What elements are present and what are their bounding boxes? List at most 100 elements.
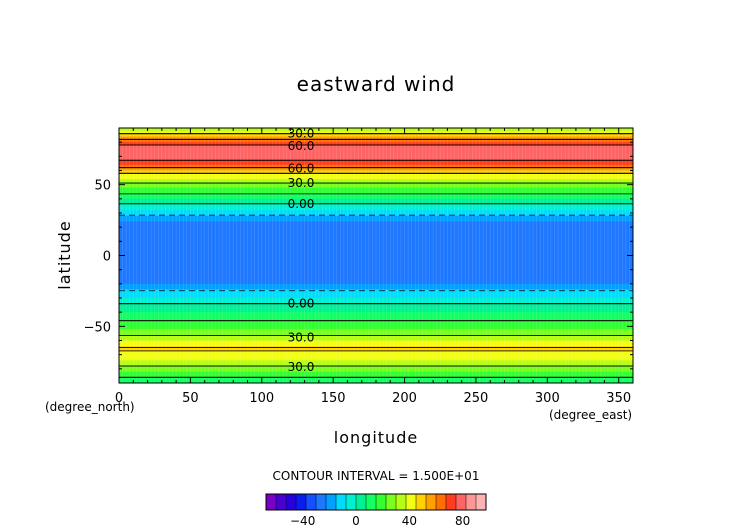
x-tick-label: 250: [464, 391, 489, 406]
field-band: [119, 173, 633, 177]
field-band: [119, 170, 633, 174]
colorbar-swatch: [456, 494, 467, 510]
field-band: [119, 196, 633, 200]
field-band: [119, 139, 633, 143]
colorbar-swatch: [426, 494, 437, 510]
x-axis: 0 50 100 150 200 250 300 350: [115, 128, 631, 406]
colorbar-swatch: [366, 494, 377, 510]
field-band: [119, 235, 633, 240]
field-band: [119, 286, 633, 291]
field-band: [119, 317, 633, 322]
field-band: [119, 133, 633, 138]
field-band: [119, 176, 633, 180]
field-band: [119, 159, 633, 163]
field-band: [119, 221, 633, 225]
colorbar-swatch: [446, 494, 457, 510]
x-unit-label: (degree_east): [549, 408, 632, 422]
field-band: [119, 377, 633, 381]
field-band: [119, 312, 633, 316]
x-axis-label: longitude: [334, 428, 418, 447]
field-band: [119, 298, 633, 302]
field-band: [119, 272, 633, 276]
field-band: [119, 147, 633, 152]
field-band: [119, 227, 633, 231]
field-band: [119, 142, 633, 146]
field-band: [119, 326, 633, 330]
field-band: [119, 340, 633, 344]
x-tick-label: 300: [535, 391, 560, 406]
field-band: [119, 266, 633, 271]
colorbar-tick-label: 0: [352, 514, 360, 528]
field-band: [119, 334, 633, 339]
colorbar-swatch: [436, 494, 447, 510]
field-band: [119, 207, 633, 211]
longitude-grid: [119, 128, 633, 383]
field-band: [119, 315, 633, 319]
contour-label: 30.0: [288, 126, 315, 140]
field-band: [119, 351, 633, 356]
contour-label: 0.00: [288, 197, 315, 211]
field-band: [119, 371, 633, 376]
field-band: [119, 343, 633, 347]
field-band: [119, 300, 633, 305]
field-band: [119, 179, 633, 183]
y-tick-label: 0: [103, 250, 111, 265]
colorbar-swatch: [406, 494, 417, 510]
field-band: [119, 193, 633, 197]
field-band: [119, 374, 633, 378]
contour-label: 30.0: [288, 360, 315, 374]
field-band: [119, 232, 633, 237]
field-band: [119, 281, 633, 285]
contour-label: 30.0: [288, 176, 315, 190]
colorbar-swatch: [346, 494, 357, 510]
colorbar-swatch: [276, 494, 287, 510]
x-tick-label: 100: [249, 391, 274, 406]
colorbar-swatch: [396, 494, 407, 510]
field-band: [119, 164, 633, 169]
colorbar-swatch: [386, 494, 397, 510]
field-band: [119, 323, 633, 327]
contour-label: 0.00: [288, 296, 315, 310]
colorbar: −40 0 40 80: [265, 493, 487, 528]
x-tick-label: 350: [606, 391, 631, 406]
field-band: [119, 238, 633, 242]
field-band: [119, 332, 633, 336]
field-band: [119, 368, 633, 373]
field-band: [119, 320, 633, 325]
field-band: [119, 255, 633, 259]
field-band: [119, 218, 633, 223]
field-band: [119, 167, 633, 172]
colorbar-swatch: [466, 494, 477, 510]
y-axis: −50 0 50: [84, 141, 633, 370]
field-band: [119, 258, 633, 262]
x-tick-label: 0: [115, 391, 123, 406]
colorbar-swatch: [296, 494, 307, 510]
field-band: [119, 269, 633, 274]
colorbar-swatch: [326, 494, 337, 510]
plot-field: [119, 128, 633, 383]
contour-interval-text: CONTOUR INTERVAL = 1.500E+01: [273, 469, 480, 483]
field-band: [119, 181, 633, 186]
colorbar-tick-label: 80: [455, 514, 470, 528]
field-band: [119, 289, 633, 293]
field-band: [119, 337, 633, 342]
field-band: [119, 187, 633, 191]
field-band: [119, 329, 633, 333]
colorbar-tick-label: −40: [290, 514, 315, 528]
colorbar-swatch: [316, 494, 327, 510]
field-band: [119, 215, 633, 220]
x-tick-label: 50: [182, 391, 199, 406]
field-band: [119, 162, 633, 166]
field-band: [119, 190, 633, 194]
field-band: [119, 252, 633, 257]
colorbar-swatch: [306, 494, 317, 510]
colorbar-swatch: [356, 494, 367, 510]
field-band: [119, 213, 633, 217]
contour-label: 30.0: [288, 330, 315, 344]
field-band: [119, 283, 633, 288]
x-tick-label: 150: [321, 391, 346, 406]
field-band: [119, 241, 633, 245]
field-band: [119, 198, 633, 203]
field-band: [119, 306, 633, 310]
